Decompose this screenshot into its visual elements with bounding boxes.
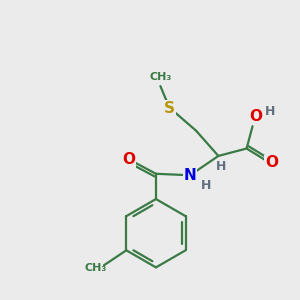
Text: CH₃: CH₃ <box>85 262 107 273</box>
Text: O: O <box>122 152 135 167</box>
Text: O: O <box>249 109 262 124</box>
Text: H: H <box>216 160 226 173</box>
Text: S: S <box>164 101 175 116</box>
Text: N: N <box>184 168 196 183</box>
Text: CH₃: CH₃ <box>149 72 172 82</box>
Text: H: H <box>265 106 276 118</box>
Text: H: H <box>200 179 211 192</box>
Text: O: O <box>265 155 278 170</box>
